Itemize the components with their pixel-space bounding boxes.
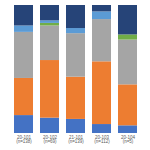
svg-text:20-104(n=5): 20-104(n=5) xyxy=(121,135,136,145)
svg-text:20-101(n=138): 20-101(n=138) xyxy=(16,135,32,145)
svg-text:20-102(n=69): 20-102(n=69) xyxy=(43,135,58,145)
svg-text:21-101(n=139): 21-101(n=139) xyxy=(68,135,84,145)
svg-text:20-103(n=112): 20-103(n=112) xyxy=(94,135,110,145)
